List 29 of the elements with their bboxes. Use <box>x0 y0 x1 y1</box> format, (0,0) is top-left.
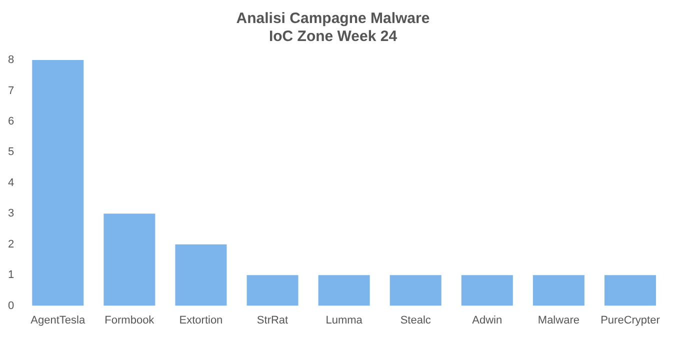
y-tick-label: 8 <box>8 54 14 66</box>
y-tick-label: 7 <box>8 84 14 97</box>
bar <box>32 60 84 306</box>
x-tick-label: Adwin <box>472 314 502 326</box>
bar <box>318 275 370 306</box>
x-tick-label: Malware <box>538 314 580 326</box>
chart-subtitle: IoC Zone Week 24 <box>268 28 398 46</box>
x-tick-label: AgentTesla <box>30 314 86 326</box>
x-tick-label: Lumma <box>326 314 364 326</box>
x-tick-label: Extortion <box>179 314 223 326</box>
x-tick-label: StrRat <box>256 314 288 326</box>
bar <box>246 275 298 306</box>
bar <box>532 275 584 306</box>
bar <box>390 275 442 306</box>
y-tick-label: 1 <box>8 269 14 282</box>
bar <box>104 214 156 306</box>
y-tick-label: 6 <box>8 115 14 128</box>
x-tick-label: PureCrypter <box>600 314 660 326</box>
y-tick-label: 3 <box>8 208 14 220</box>
x-tick-label: Stealc <box>400 314 432 326</box>
y-tick-label: 4 <box>8 176 14 189</box>
bar <box>604 275 656 306</box>
chart-title: Analisi Campagne Malware <box>236 10 430 28</box>
x-tick-label: Formbook <box>104 314 155 326</box>
y-tick-label: 5 <box>8 146 14 158</box>
y-tick-label: 2 <box>8 238 14 250</box>
bar <box>461 275 513 306</box>
bar <box>175 244 227 306</box>
y-tick-label: 0 <box>8 300 14 312</box>
